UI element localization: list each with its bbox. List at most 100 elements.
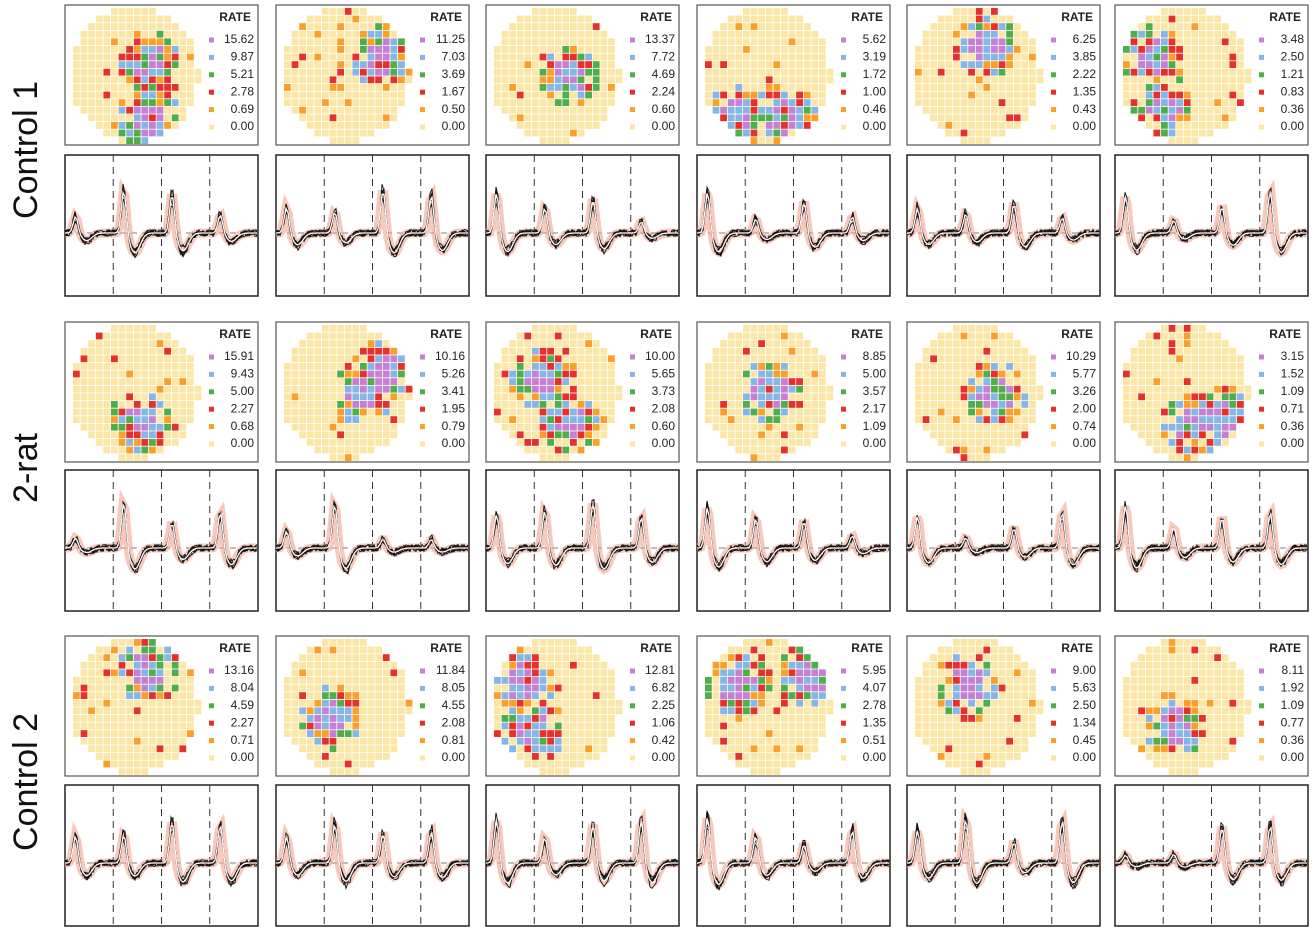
- map-cell: [750, 760, 758, 768]
- map-cell: [1013, 114, 1021, 122]
- map-cell: [547, 114, 554, 122]
- legend-swatch: [841, 89, 846, 95]
- map-cell: [1199, 363, 1206, 370]
- map-cell: [750, 114, 758, 122]
- map-cell: [781, 53, 788, 61]
- waveform-panel: [64, 469, 259, 612]
- map-cell: [509, 347, 516, 355]
- map-cell: [164, 393, 171, 401]
- map-cell: [922, 106, 930, 114]
- legend-swatch: [420, 738, 425, 744]
- map-cell: [1214, 715, 1221, 722]
- map-cell: [991, 722, 998, 730]
- map-cell: [1153, 68, 1161, 76]
- map-cell: [1138, 737, 1145, 745]
- map-cell: [577, 91, 585, 99]
- map-cell: [494, 408, 501, 416]
- map-cell: [73, 76, 80, 84]
- map-cell: [344, 53, 352, 61]
- map-cell: [930, 30, 937, 38]
- legend-value: 0.71: [1281, 401, 1305, 415]
- map-cell: [1229, 677, 1237, 684]
- map-cell: [103, 760, 111, 768]
- map-cell: [547, 707, 554, 715]
- map-cell: [773, 122, 781, 129]
- map-cell: [585, 385, 592, 393]
- map-cell: [111, 408, 118, 416]
- map-cell: [803, 423, 811, 431]
- map-cell: [291, 393, 299, 401]
- map-cell: [1006, 23, 1013, 30]
- map-cell: [1029, 76, 1036, 84]
- map-cell: [95, 677, 103, 684]
- map-cell: [1006, 332, 1013, 340]
- map-cell: [1176, 15, 1183, 23]
- map-cell: [509, 61, 516, 68]
- map-cell: [712, 84, 720, 91]
- map-cell: [118, 707, 126, 715]
- map-cell: [291, 68, 299, 76]
- map-cell: [743, 639, 750, 646]
- map-cell: [1013, 715, 1021, 722]
- map-cell: [953, 393, 960, 401]
- map-cell: [314, 737, 322, 745]
- map-cell: [712, 91, 720, 99]
- map-cell: [796, 431, 803, 439]
- map-cell: [773, 355, 781, 363]
- map-cell: [80, 91, 88, 99]
- map-cell: [750, 30, 758, 38]
- map-cell: [735, 431, 743, 439]
- map-cell: [811, 692, 819, 699]
- map-cell: [727, 431, 735, 439]
- map-cell: [991, 753, 998, 760]
- map-cell: [819, 53, 826, 61]
- map-cell: [187, 669, 194, 677]
- wave-frame: [906, 469, 1101, 612]
- map-cell: [187, 355, 194, 363]
- map-cell: [509, 84, 516, 91]
- map-cell: [983, 684, 991, 692]
- map-cell: [111, 332, 118, 340]
- map-cell: [915, 707, 922, 715]
- map-cell: [524, 692, 532, 699]
- map-cell: [1183, 332, 1191, 340]
- map-cell: [352, 393, 360, 401]
- map-cell: [945, 661, 953, 669]
- legend-swatch: [209, 720, 214, 726]
- map-cell: [781, 122, 788, 129]
- map-cell: [765, 114, 773, 122]
- map-cell: [750, 692, 758, 699]
- map-cell: [796, 654, 803, 661]
- map-cell: [118, 378, 126, 385]
- map-cell: [1191, 760, 1199, 768]
- map-cell: [585, 661, 592, 669]
- map-cell: [1206, 677, 1214, 684]
- map-cell: [1221, 707, 1229, 715]
- map-cell: [1123, 722, 1130, 730]
- map-cell: [1191, 53, 1199, 61]
- map-cell: [1021, 745, 1029, 753]
- map-cell: [367, 15, 375, 23]
- legend-swatch: [630, 685, 635, 691]
- map-cell: [532, 106, 539, 114]
- map-cell: [344, 431, 352, 439]
- map-cell: [367, 661, 375, 669]
- map-cell: [1183, 646, 1191, 654]
- map-cell: [562, 355, 570, 363]
- legend-swatch: [1051, 720, 1056, 726]
- map-cell: [937, 401, 945, 408]
- map-cell: [937, 385, 945, 393]
- map-cell: [156, 363, 164, 370]
- map-cell: [80, 106, 88, 114]
- map-cell: [291, 401, 299, 408]
- map-cell: [577, 737, 585, 745]
- map-cell: [164, 401, 171, 408]
- map-cell: [1145, 753, 1153, 760]
- map-cell: [592, 753, 600, 760]
- map-cell: [375, 363, 382, 370]
- map-cell: [73, 91, 80, 99]
- map-cell: [1176, 53, 1183, 61]
- map-cell: [743, 84, 750, 91]
- map-cell: [103, 439, 111, 446]
- map-cell: [367, 76, 375, 84]
